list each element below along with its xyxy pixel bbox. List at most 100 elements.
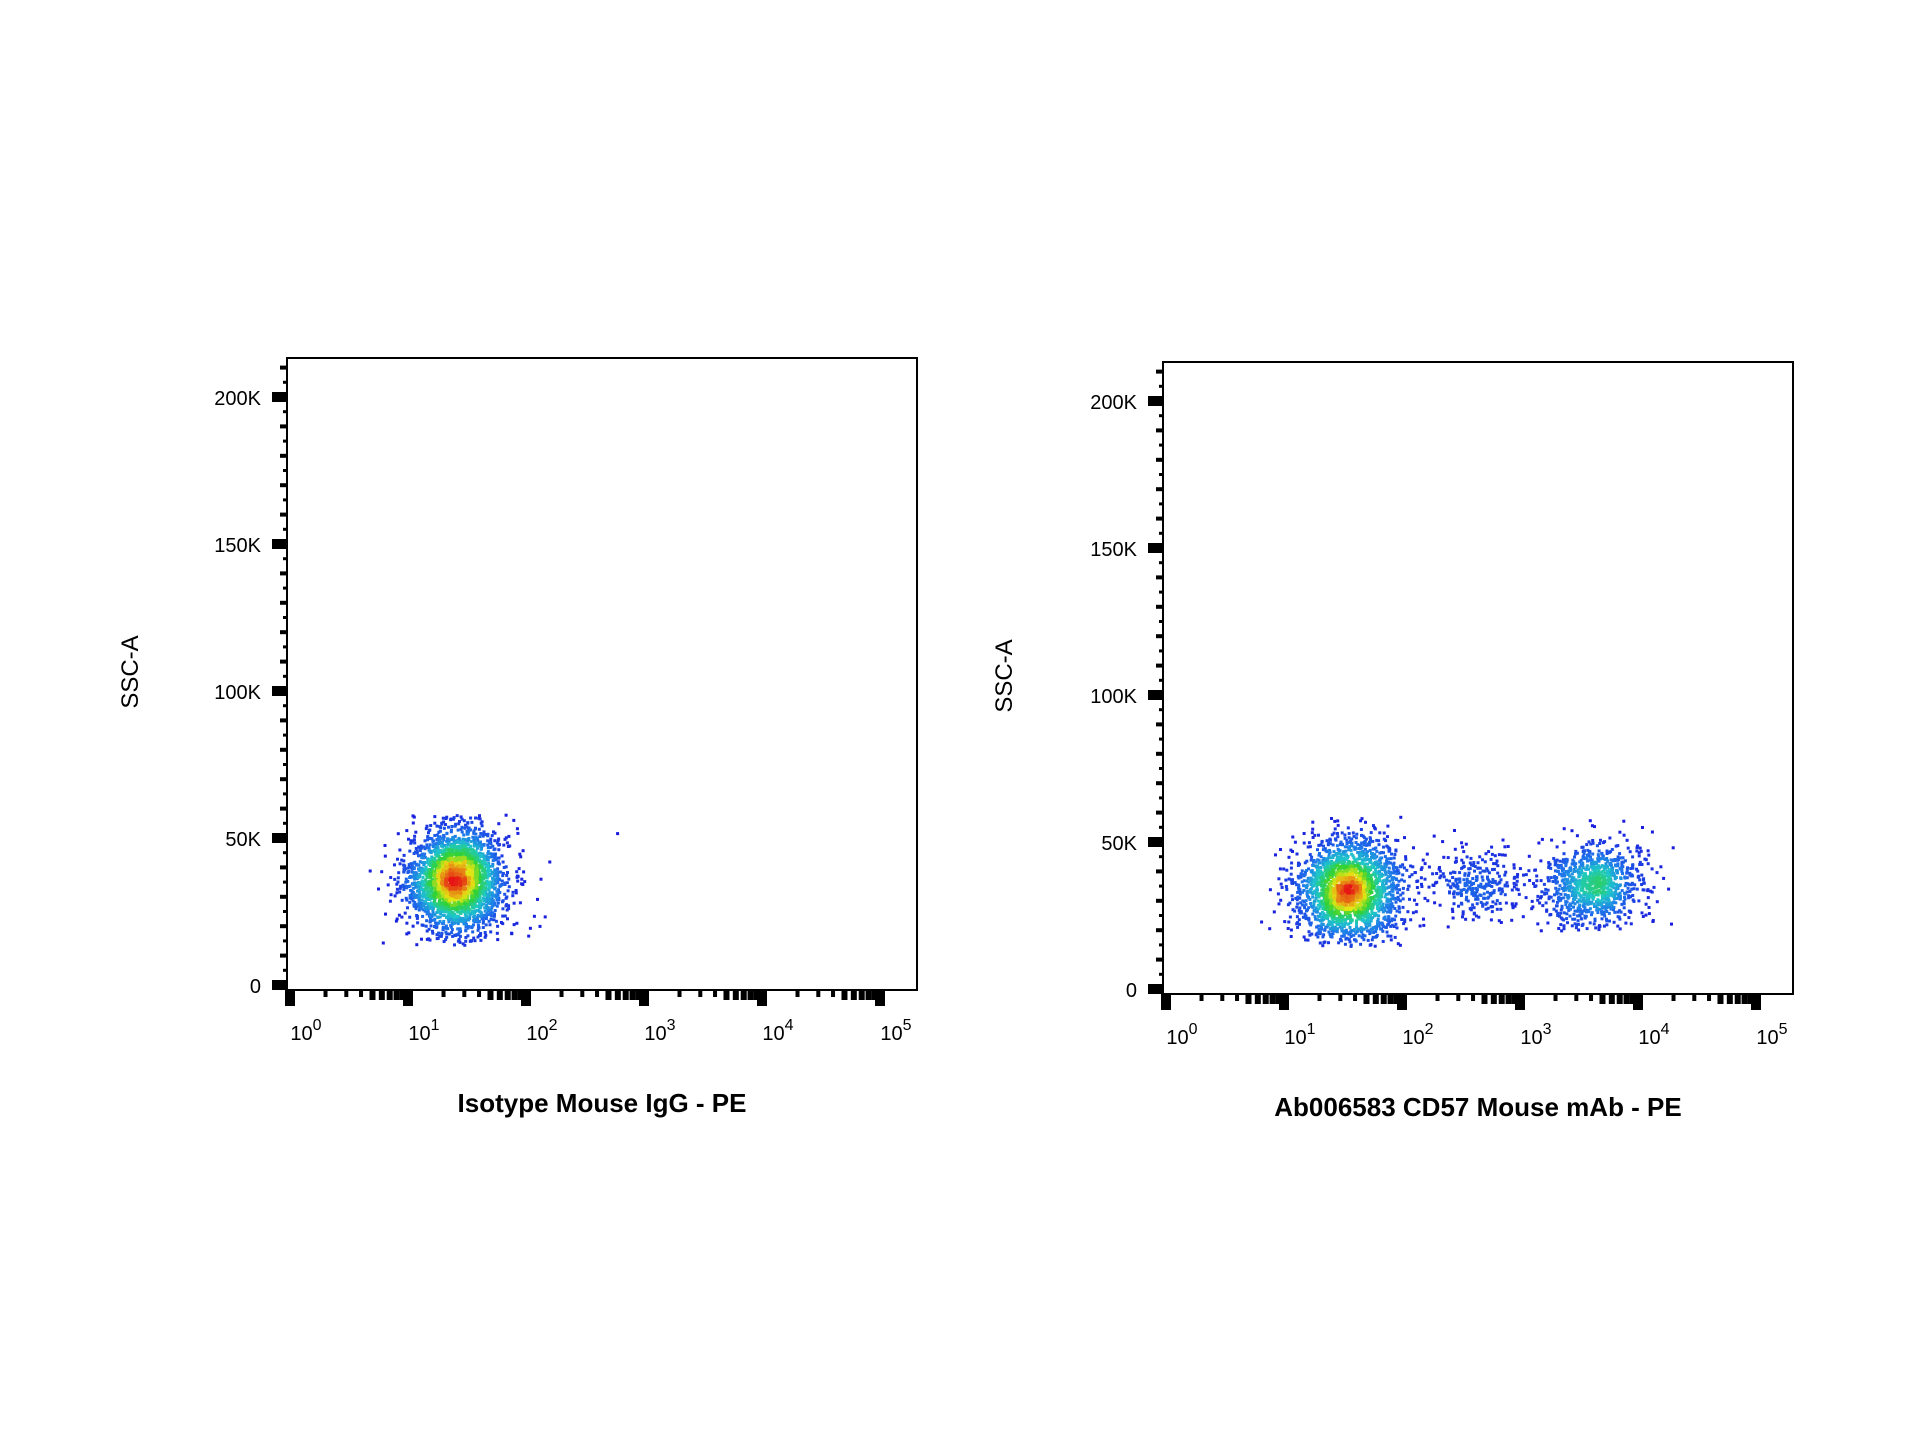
scatter-point [487, 913, 491, 917]
scatter-point [1454, 877, 1458, 881]
scatter-point [1514, 902, 1518, 906]
scatter-point [1592, 866, 1596, 870]
scatter-point [478, 902, 482, 906]
scatter-point [457, 905, 461, 908]
scatter-point [434, 890, 438, 894]
scatter-point [435, 911, 439, 915]
scatter-point [1361, 858, 1365, 862]
scatter-point [1321, 944, 1325, 948]
scatter-point [1485, 867, 1489, 871]
scatter-point [1358, 857, 1362, 861]
scatter-point [1313, 889, 1317, 893]
scatter-point [1506, 845, 1510, 848]
scatter-point [1359, 847, 1362, 851]
scatter-point [528, 926, 532, 930]
scatter-point [507, 904, 511, 908]
scatter-point [1349, 921, 1353, 924]
scatter-point [1297, 885, 1301, 889]
scatter-point [471, 852, 475, 855]
scatter-point [465, 872, 469, 875]
scatter-point [421, 892, 425, 896]
scatter-point [1279, 882, 1283, 886]
scatter-point [477, 827, 481, 831]
scatter-point [1404, 855, 1408, 859]
scatter-point [499, 884, 503, 887]
scatter-point [436, 936, 440, 940]
scatter-point [1472, 906, 1476, 910]
scatter-point [1395, 926, 1399, 930]
y-minor-tick [283, 733, 287, 737]
scatter-point [1622, 900, 1626, 904]
scatter-point [447, 906, 451, 910]
scatter-point [1464, 890, 1468, 894]
scatter-point [1372, 902, 1376, 906]
scatter-point [441, 864, 445, 868]
scatter-point [1377, 902, 1381, 905]
scatter-point [441, 843, 445, 847]
scatter-point [1623, 897, 1627, 901]
scatter-point [441, 861, 444, 865]
scatter-point [1354, 836, 1358, 840]
scatter-point [424, 924, 428, 928]
scatter-point [1387, 866, 1391, 870]
scatter-point [1291, 835, 1295, 839]
scatter-point [427, 927, 431, 931]
scatter-point [433, 880, 437, 884]
scatter-point [1327, 866, 1331, 870]
scatter-point [1471, 882, 1475, 886]
scatter-point [458, 882, 462, 886]
scatter-point [1397, 879, 1401, 883]
scatter-point [462, 833, 466, 837]
scatter-point [461, 942, 465, 946]
scatter-point [473, 871, 477, 875]
scatter-point [1364, 820, 1367, 824]
scatter-point [1306, 889, 1310, 893]
scatter-point [396, 876, 400, 880]
scatter-point [1613, 897, 1616, 901]
scatter-point [1481, 878, 1485, 882]
scatter-point [412, 815, 416, 819]
scatter-point [1582, 874, 1586, 878]
scatter-point [1315, 925, 1319, 929]
scatter-point [520, 877, 524, 881]
scatter-point [1437, 867, 1441, 871]
scatter-point [484, 875, 487, 879]
scatter-point [1343, 921, 1347, 925]
scatter-point [1581, 854, 1585, 858]
scatter-point [1369, 927, 1373, 931]
scatter-point [1618, 891, 1622, 895]
scatter-point [471, 930, 475, 934]
scatter-point [1662, 876, 1666, 880]
scatter-point [1379, 904, 1383, 908]
x-axis-isotype: 100 101 102 103 104 105 [285, 990, 912, 1045]
scatter-point [1601, 854, 1605, 858]
scatter-point [1321, 935, 1325, 939]
scatter-point [491, 864, 495, 868]
scatter-point [1596, 911, 1600, 915]
scatter-point [1465, 883, 1469, 887]
scatter-point [1481, 885, 1485, 889]
y-minor-tick [280, 747, 287, 752]
scatter-point [459, 852, 463, 856]
scatter-point [1486, 883, 1490, 887]
scatter-point [1539, 859, 1543, 863]
x-minor-tick [399, 990, 406, 1000]
scatter-point [1542, 882, 1546, 886]
scatter-point [1367, 924, 1371, 927]
scatter-point [449, 925, 453, 929]
scatter-point [432, 849, 436, 853]
scatter-point [1318, 852, 1321, 855]
scatter-point [457, 915, 461, 919]
scatter-point [1554, 876, 1558, 879]
x-minor-tick [698, 990, 703, 997]
scatter-point [441, 894, 445, 898]
scatter-point [1603, 871, 1607, 875]
scatter-point [504, 865, 508, 869]
scatter-point [1556, 911, 1560, 915]
scatter-point [1394, 922, 1398, 926]
x-minor-tick [622, 990, 629, 1000]
scatter-point [1613, 895, 1617, 899]
scatter-point [1566, 894, 1570, 898]
scatter-point [1303, 861, 1307, 865]
scatter-point [463, 895, 467, 899]
